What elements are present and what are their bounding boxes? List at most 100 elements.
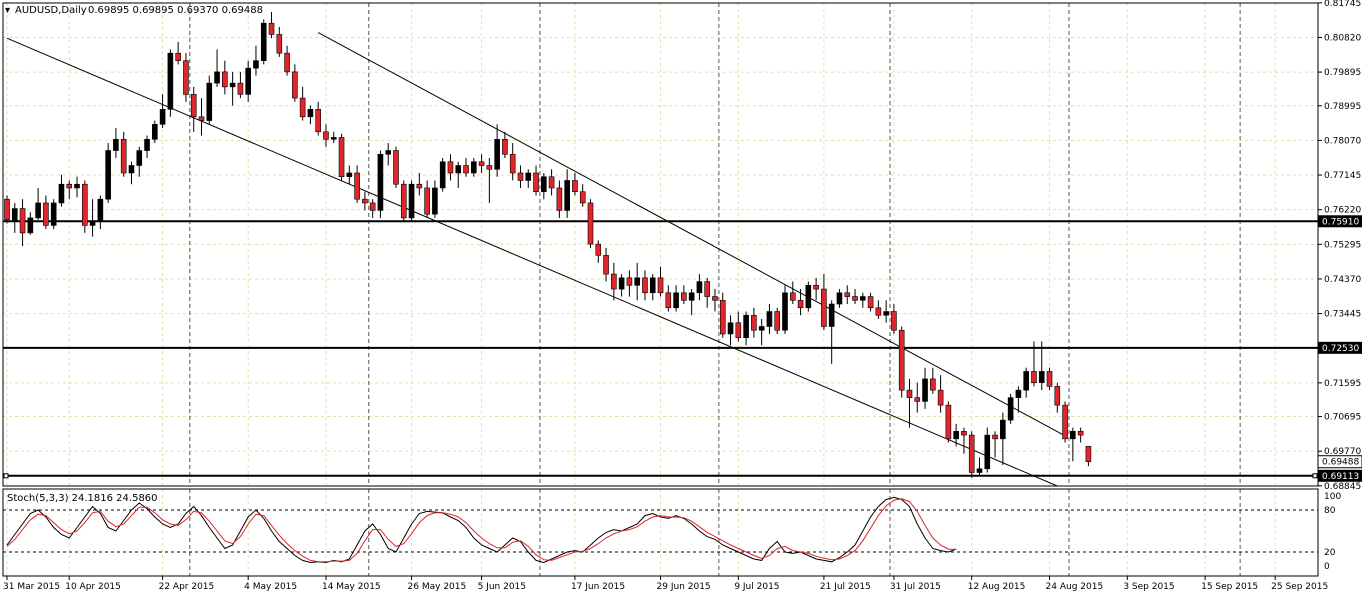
- candle-body-bearish: [393, 150, 399, 185]
- price-axis: 0.81745 0.80820 0.79895 0.78995 0.78070 0.771…: [1318, 0, 1361, 572]
- candle-body-bearish: [657, 277, 664, 294]
- candle-body-bullish: [206, 82, 213, 121]
- candle-body-bullish: [766, 311, 773, 327]
- candle-body-bullish: [144, 138, 150, 151]
- level-tag: [1318, 469, 1362, 482]
- level-tag: [1318, 215, 1362, 228]
- candle-body-bearish: [463, 165, 469, 174]
- header-arrow-icon[interactable]: ▾: [5, 5, 10, 16]
- trendline[interactable]: [6, 37, 1058, 487]
- candle-body-bullish: [214, 71, 220, 84]
- candle-body-bearish: [369, 202, 376, 211]
- candle-body-bearish: [315, 109, 322, 133]
- candle-body-bullish: [455, 165, 462, 174]
- candle-body-bearish: [416, 183, 423, 189]
- candle-body-bullish: [1007, 397, 1014, 421]
- candle-body-bearish: [930, 378, 936, 391]
- current-price-tag: [1317, 455, 1362, 469]
- stoch-tick-label: 100: [1324, 492, 1341, 502]
- price-tick-label: 0.74370: [1324, 275, 1361, 285]
- time-tick-label: 26 May 2015: [408, 582, 467, 592]
- candle-body-bearish: [867, 296, 874, 309]
- level-handle[interactable]: [1312, 473, 1318, 479]
- candle-body-bullish: [470, 161, 477, 174]
- candle-body-bullish: [883, 311, 889, 316]
- price-tick-label: 0.78995: [1324, 102, 1361, 112]
- candle-body-bearish: [968, 434, 975, 473]
- candlestick-series: [4, 11, 1092, 478]
- candle-body-bullish: [229, 82, 236, 88]
- candle-body-bullish: [618, 277, 625, 290]
- time-tick-label: 5 Jun 2015: [478, 582, 526, 592]
- candle-body-bearish: [43, 202, 49, 226]
- price-tick-label: 0.76220: [1324, 206, 1361, 216]
- candle-body-bullish: [696, 281, 703, 294]
- candle-body-bearish: [478, 161, 485, 166]
- candle-body-bearish: [299, 97, 306, 118]
- trend-channel[interactable]: [6, 32, 1066, 487]
- price-tick-label: 0.78070: [1324, 136, 1361, 146]
- candle-body-bearish: [502, 138, 508, 155]
- candle-body-bearish: [424, 187, 430, 215]
- price-tick-label: 0.70695: [1324, 413, 1361, 423]
- price-tick-label: 0.75295: [1324, 240, 1361, 250]
- time-tick-label: 3 Sep 2015: [1123, 582, 1174, 592]
- current-price-label: 0.69488: [1322, 458, 1359, 468]
- price-tick-label: 0.71595: [1324, 379, 1361, 389]
- stoch-main-line: [6, 496, 957, 564]
- candle-body-bearish: [626, 277, 633, 286]
- period-separators: [189, 3, 1241, 576]
- candle-body-bearish: [19, 208, 26, 234]
- candle-body-bearish: [704, 281, 711, 297]
- candle-body-bearish: [774, 311, 781, 331]
- candle-body-bearish: [945, 404, 952, 440]
- candle-body-bearish: [268, 22, 275, 35]
- candle-body-bearish: [237, 82, 244, 95]
- candle-body-bullish: [564, 180, 570, 211]
- candle-body-bullish: [89, 221, 96, 226]
- candle-body-bullish: [727, 322, 734, 335]
- candle-body-bearish: [323, 131, 329, 140]
- stoch-tick-label: 80: [1324, 506, 1336, 516]
- horizontal-levels[interactable]: [3, 220, 1318, 479]
- candle-body-bullish: [245, 67, 251, 95]
- candle-body-bearish: [1054, 386, 1061, 406]
- price-tick-label: 0.79895: [1324, 68, 1361, 78]
- candle-body-bearish: [447, 161, 454, 174]
- candle-body-bullish: [152, 124, 158, 140]
- price-tick-label: 0.81745: [1324, 0, 1361, 9]
- symbol-label: AUDUSD,Daily: [15, 5, 87, 16]
- candle-body-bearish: [813, 285, 819, 290]
- candle-body-bearish: [517, 172, 524, 181]
- stoch-tick-label: 20: [1324, 548, 1336, 558]
- stoch-signal-line: [6, 498, 957, 563]
- stoch-tick-label: 0: [1324, 562, 1330, 572]
- candle-body-bullish: [439, 161, 446, 189]
- candle-body-bullish: [159, 109, 166, 125]
- time-tick-label: 22 Apr 2015: [159, 582, 215, 592]
- time-tick-label: 17 Jun 2015: [571, 582, 625, 592]
- time-tick-label: 9 Jul 2015: [734, 582, 779, 592]
- candle-body-bullish: [167, 52, 174, 110]
- candle-body-bearish: [120, 138, 127, 174]
- trendline[interactable]: [317, 32, 1066, 437]
- candle-body-bearish: [712, 296, 718, 301]
- candle-body-bullish: [1015, 389, 1022, 398]
- candle-body-bullish: [836, 292, 843, 305]
- price-tick-label: 0.69770: [1324, 447, 1361, 457]
- stochastic-lines: [3, 496, 1318, 564]
- candle-body-bearish: [284, 52, 290, 73]
- candle-body-bearish: [400, 183, 407, 219]
- candle-body-bullish: [673, 292, 679, 309]
- candle-body-bearish: [587, 202, 594, 245]
- candle-body-bearish: [292, 71, 298, 99]
- candle-body-bearish: [681, 292, 687, 301]
- candle-body-bullish: [1023, 371, 1029, 391]
- candle-body-bearish: [362, 198, 368, 204]
- candle-body-bullish: [976, 468, 983, 473]
- candle-body-bullish: [743, 314, 749, 339]
- candle-body-bearish: [175, 52, 181, 61]
- level-handle[interactable]: [3, 473, 9, 479]
- candle-body-bullish: [984, 434, 991, 470]
- candle-body-bullish: [113, 138, 119, 151]
